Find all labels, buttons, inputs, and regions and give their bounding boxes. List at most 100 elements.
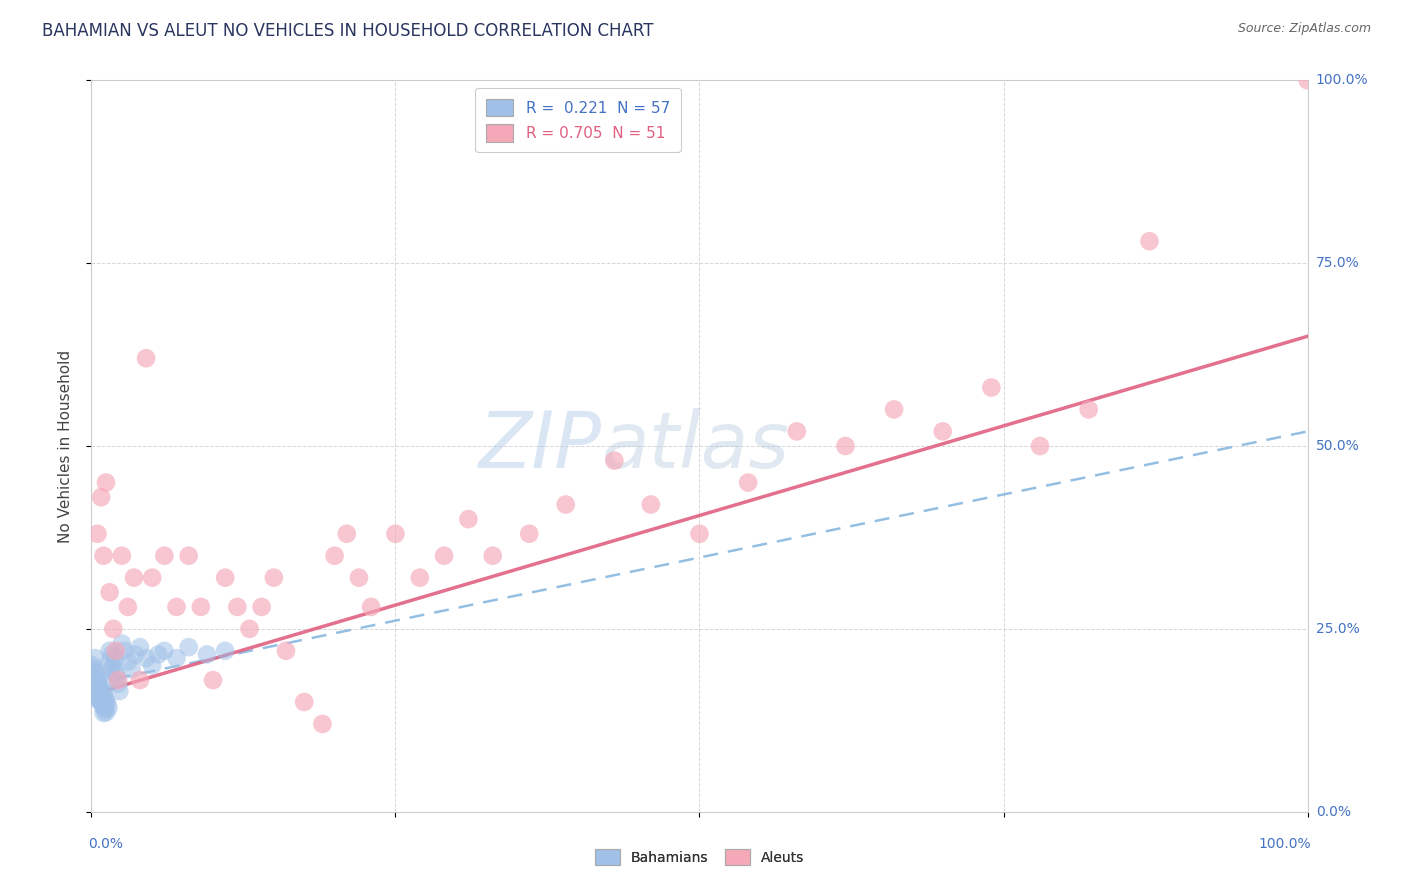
Y-axis label: No Vehicles in Household: No Vehicles in Household bbox=[58, 350, 73, 542]
Point bbox=[834, 439, 856, 453]
Point bbox=[108, 684, 131, 698]
Point bbox=[250, 599, 273, 614]
Point bbox=[214, 571, 236, 585]
Point bbox=[86, 526, 108, 541]
Point bbox=[86, 691, 108, 706]
Point bbox=[84, 684, 107, 698]
Text: ZIP: ZIP bbox=[479, 408, 602, 484]
Point bbox=[640, 498, 662, 512]
Point bbox=[103, 665, 125, 680]
Point bbox=[93, 549, 115, 563]
Point bbox=[100, 673, 122, 687]
Point bbox=[214, 644, 236, 658]
Point bbox=[94, 475, 117, 490]
Point bbox=[101, 648, 124, 662]
Point bbox=[148, 648, 170, 662]
Point bbox=[117, 599, 139, 614]
Point bbox=[93, 686, 115, 700]
Point bbox=[103, 622, 125, 636]
Point bbox=[195, 648, 218, 662]
Point bbox=[98, 644, 121, 658]
Point bbox=[104, 651, 127, 665]
Point bbox=[135, 351, 157, 366]
Point bbox=[129, 640, 152, 655]
Text: 100.0%: 100.0% bbox=[1316, 73, 1368, 87]
Point bbox=[84, 651, 107, 665]
Point bbox=[93, 706, 115, 720]
Point bbox=[96, 697, 118, 711]
Point bbox=[883, 402, 905, 417]
Point bbox=[202, 673, 225, 687]
Point bbox=[84, 688, 107, 702]
Point bbox=[105, 669, 128, 683]
Point bbox=[1029, 439, 1052, 453]
Point bbox=[94, 702, 117, 716]
Point bbox=[517, 526, 540, 541]
Point bbox=[360, 599, 382, 614]
Point bbox=[124, 648, 146, 662]
Point bbox=[90, 695, 112, 709]
Point bbox=[166, 651, 188, 665]
Point bbox=[98, 655, 121, 669]
Point bbox=[153, 644, 176, 658]
Point bbox=[226, 599, 249, 614]
Point bbox=[111, 549, 134, 563]
Point bbox=[107, 673, 129, 687]
Text: 50.0%: 50.0% bbox=[1316, 439, 1360, 453]
Point bbox=[238, 622, 260, 636]
Point bbox=[141, 571, 163, 585]
Point bbox=[91, 689, 114, 703]
Point bbox=[89, 691, 111, 706]
Point bbox=[1139, 234, 1161, 248]
Point bbox=[292, 695, 315, 709]
Point bbox=[177, 549, 200, 563]
Point bbox=[274, 644, 297, 658]
Point bbox=[107, 676, 129, 690]
Point bbox=[166, 599, 188, 614]
Text: Source: ZipAtlas.com: Source: ZipAtlas.com bbox=[1237, 22, 1371, 36]
Point bbox=[688, 526, 710, 541]
Point bbox=[737, 475, 759, 490]
Point bbox=[104, 644, 127, 658]
Point bbox=[83, 662, 105, 676]
Point bbox=[89, 681, 111, 695]
Point bbox=[177, 640, 200, 655]
Text: 0.0%: 0.0% bbox=[1316, 805, 1351, 819]
Point bbox=[323, 549, 346, 563]
Point bbox=[135, 651, 157, 665]
Text: 0.0%: 0.0% bbox=[87, 838, 122, 851]
Point bbox=[93, 697, 115, 711]
Point bbox=[603, 453, 626, 467]
Text: 100.0%: 100.0% bbox=[1258, 838, 1312, 851]
Point bbox=[117, 655, 139, 669]
Text: 25.0%: 25.0% bbox=[1316, 622, 1360, 636]
Point bbox=[112, 644, 135, 658]
Point bbox=[100, 662, 122, 676]
Point bbox=[87, 674, 110, 689]
Point bbox=[141, 658, 163, 673]
Point bbox=[980, 380, 1002, 394]
Point bbox=[82, 658, 104, 673]
Text: atlas: atlas bbox=[602, 408, 790, 484]
Point bbox=[84, 665, 107, 680]
Point bbox=[86, 684, 108, 698]
Point bbox=[1077, 402, 1099, 417]
Point bbox=[129, 673, 152, 687]
Point bbox=[103, 658, 125, 673]
Point bbox=[1296, 73, 1319, 87]
Legend: Bahamians, Aleuts: Bahamians, Aleuts bbox=[589, 844, 810, 871]
Point bbox=[786, 425, 808, 439]
Point bbox=[97, 701, 120, 715]
Point bbox=[931, 425, 953, 439]
Point bbox=[87, 688, 110, 702]
Point bbox=[94, 705, 117, 719]
Point bbox=[91, 698, 114, 713]
Point bbox=[94, 695, 117, 709]
Point bbox=[83, 669, 105, 683]
Point bbox=[111, 636, 134, 650]
Point bbox=[84, 673, 107, 687]
Point bbox=[409, 571, 432, 585]
Point bbox=[481, 549, 503, 563]
Point bbox=[384, 526, 406, 541]
Point bbox=[90, 684, 112, 698]
